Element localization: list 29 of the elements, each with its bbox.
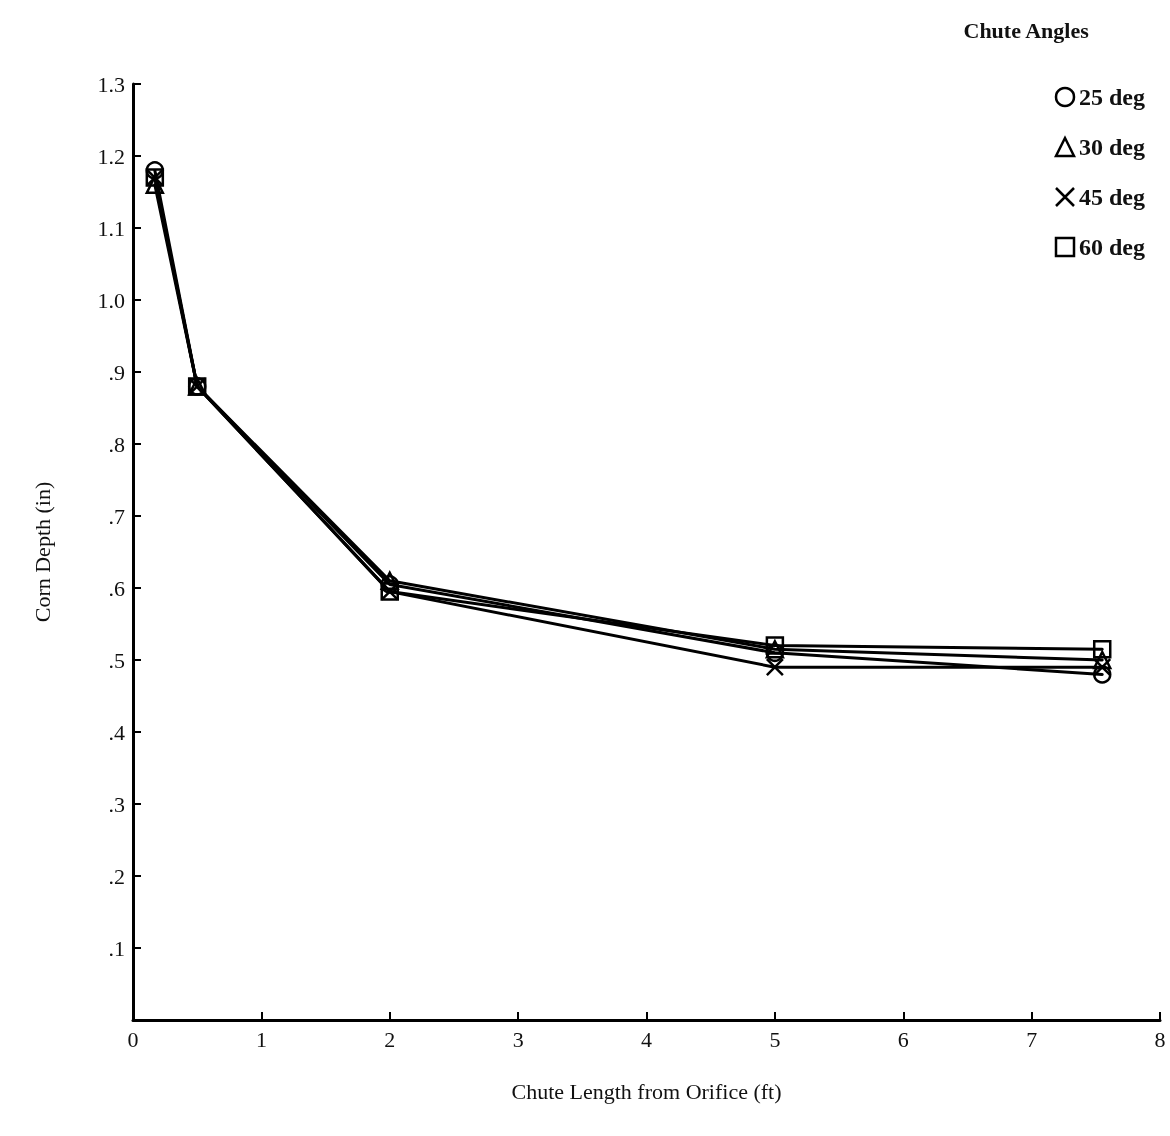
x-tick-label: 2 xyxy=(384,1026,396,1052)
x-tick-label: 6 xyxy=(897,1026,909,1052)
x-tick-label: 5 xyxy=(769,1026,781,1052)
y-axis-title: Corn Depth (in) xyxy=(29,481,55,623)
y-tick-label: 1.2 xyxy=(97,143,125,169)
y-tick-label: .8 xyxy=(108,431,125,457)
x-tick-label: 4 xyxy=(641,1026,652,1052)
y-tick-label: .9 xyxy=(108,359,125,385)
y-tick-label: 1.3 xyxy=(97,71,125,97)
x-tick-label: 8 xyxy=(1154,1026,1166,1052)
y-tick-label: .4 xyxy=(108,719,125,745)
legend-title: Chute Angles xyxy=(963,17,1090,43)
x-tick-label: 7 xyxy=(1026,1026,1038,1052)
y-tick-label: 1.1 xyxy=(97,215,125,241)
legend-label: 30 deg xyxy=(1079,134,1145,160)
y-tick-label: .2 xyxy=(108,863,125,889)
y-tick-label: .3 xyxy=(108,791,125,817)
x-tick-label: 0 xyxy=(127,1026,139,1052)
x-tick-label: 3 xyxy=(512,1026,524,1052)
legend-label: 60 deg xyxy=(1079,234,1145,260)
x-axis-title: Chute Length from Orifice (ft) xyxy=(511,1078,782,1104)
y-tick-label: .1 xyxy=(108,935,125,961)
x-tick-label: 1 xyxy=(255,1026,267,1052)
y-tick-label: .6 xyxy=(108,575,125,601)
legend-label: 25 deg xyxy=(1079,84,1145,110)
y-tick-label: .7 xyxy=(108,503,125,529)
y-tick-label: .5 xyxy=(108,647,125,673)
legend-label: 45 deg xyxy=(1079,184,1145,210)
y-tick-label: 1.0 xyxy=(97,287,125,313)
